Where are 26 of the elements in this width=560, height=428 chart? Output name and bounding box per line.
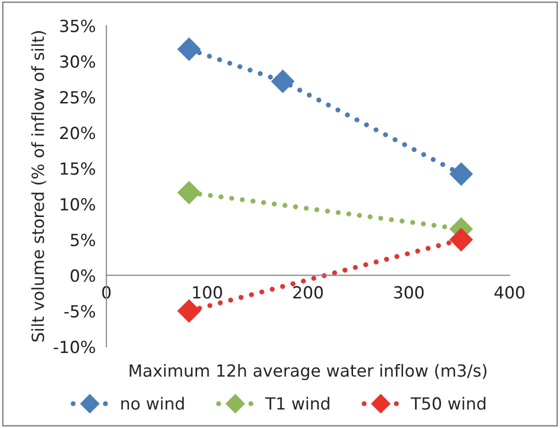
y-tick-label: 25%: [60, 90, 96, 104]
x-tick-label: 200: [293, 286, 323, 299]
point: [450, 162, 473, 186]
y-tick-label: 0%: [70, 269, 96, 282]
x-tick-label: 300: [394, 286, 424, 299]
y-tick-label: 30%: [60, 55, 96, 68]
point: [271, 70, 294, 93]
legend-label: T50 wind: [410, 396, 486, 410]
y-tick-label: 20%: [60, 126, 96, 140]
point: [178, 300, 201, 323]
x-tick-label: 400: [494, 286, 524, 299]
point: [450, 228, 473, 252]
y-tick-label: -5%: [64, 304, 96, 318]
point: [178, 181, 201, 204]
y-axis-title: Silt volume stored (% of inflow of silt): [31, 31, 46, 342]
legend-label: T1 wind: [265, 396, 330, 410]
x-tick-label: 100: [193, 286, 222, 299]
y-tick-label: 5%: [70, 234, 96, 246]
y-tick-label: 35%: [60, 20, 96, 32]
y-tick-label: 10%: [60, 198, 96, 211]
y-tick-label: 15%: [60, 162, 96, 175]
y-tick-label: -10%: [54, 340, 96, 354]
legend-label: no wind: [121, 396, 184, 410]
point: [178, 38, 201, 61]
x-axis-title: Maximum 12h average water inflow (m3/s): [130, 364, 486, 380]
x-tick-label: 0: [102, 286, 111, 299]
